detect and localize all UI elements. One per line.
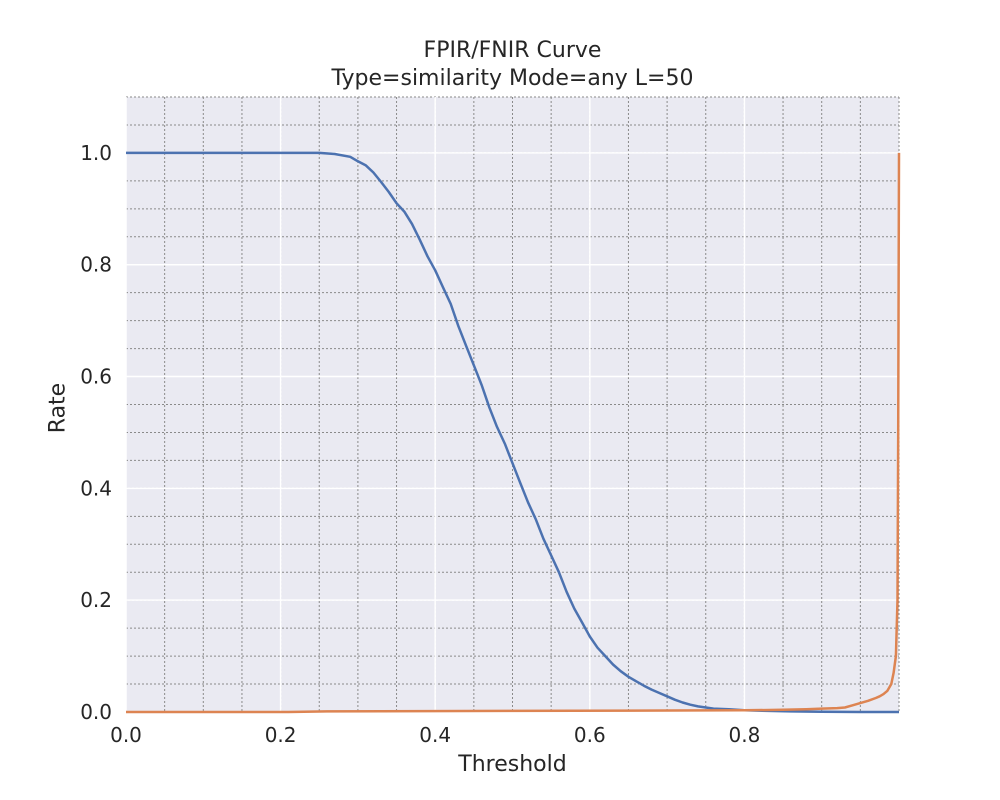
y-axis-label: Rate — [45, 382, 71, 434]
series-line-1 — [126, 151, 899, 714]
x-tick-label: 0.6 — [574, 723, 606, 747]
x-tick-label: 0.0 — [110, 723, 142, 747]
tick-labels: 0.0 0.2 0.4 0.6 0.8 0.0 0.2 0.4 0.6 0.8 1.0 — [80, 141, 760, 747]
y-tick-label: 1.0 — [80, 141, 112, 165]
series-line-2 — [126, 152, 901, 714]
x-tick-label: 0.4 — [419, 723, 451, 747]
chart-subtitle: Type=similarity Mode=any L=50 — [331, 66, 694, 91]
y-tick-label: 0.4 — [80, 476, 112, 500]
x-axis-label: Threshold — [458, 752, 567, 777]
y-tick-label: 0.8 — [80, 253, 112, 277]
x-tick-label: 0.8 — [728, 723, 760, 747]
series-layer — [126, 151, 901, 714]
y-tick-label: 0.2 — [80, 588, 112, 612]
x-tick-label: 0.2 — [265, 723, 297, 747]
y-tick-label: 0.0 — [80, 700, 112, 724]
chart-title: FPIR/FNIR Curve — [423, 38, 602, 63]
y-tick-label: 0.6 — [80, 365, 112, 389]
